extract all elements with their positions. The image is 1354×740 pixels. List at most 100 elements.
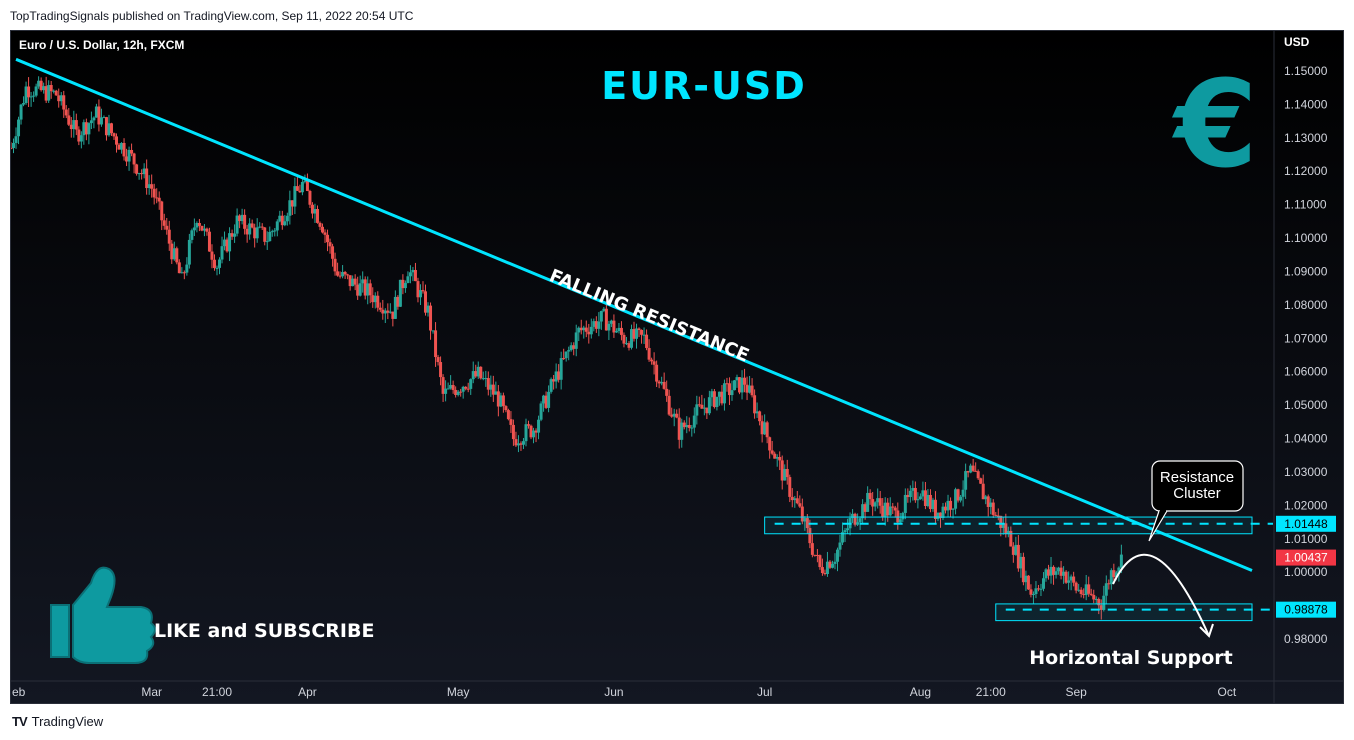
candle-body (383, 310, 387, 314)
candle-body (697, 404, 701, 406)
candle-body (290, 200, 294, 207)
candle-body (1026, 575, 1030, 590)
candle-body (871, 499, 875, 507)
candle-body (1114, 572, 1118, 578)
candle-body (755, 411, 759, 414)
candle-body (499, 395, 503, 407)
candle-body (1001, 523, 1005, 528)
candle-body (388, 311, 392, 313)
candle-body (660, 381, 664, 384)
candle-body (833, 561, 837, 564)
candle-body (125, 156, 129, 162)
candle-body (928, 494, 932, 510)
candle-body (27, 86, 31, 98)
candle-body (117, 144, 121, 150)
candle-body (391, 311, 395, 319)
candle-body (310, 204, 314, 214)
candle-body (413, 269, 417, 282)
candle-body (642, 334, 646, 336)
y-tick-label: 1.06000 (1284, 365, 1328, 379)
candle-body (1079, 589, 1083, 595)
candle-body (378, 307, 382, 310)
candle-body (743, 377, 747, 385)
candle-body (303, 180, 307, 182)
candle-body (1109, 570, 1113, 585)
candle-body (630, 329, 633, 348)
candle-body (921, 490, 925, 497)
candle-body (878, 498, 882, 506)
candle-body (519, 443, 523, 445)
candle-body (715, 396, 719, 408)
candle-body (637, 328, 641, 330)
candle-body (569, 345, 573, 351)
candle-body (343, 271, 347, 275)
candle-body (564, 351, 568, 359)
candle-body (230, 233, 234, 237)
candle-body (999, 515, 1003, 528)
candle-body (326, 234, 330, 243)
candle-body (818, 555, 822, 568)
candle-body (916, 499, 920, 501)
candle-body (690, 427, 694, 429)
candle-body (969, 465, 973, 473)
support-zone-box (995, 603, 1253, 622)
candle-body (886, 502, 890, 516)
candle-body (501, 395, 505, 407)
candle-body (361, 279, 365, 284)
candle-body (984, 496, 988, 500)
candle-body (944, 506, 948, 511)
candle-body (539, 403, 543, 420)
candle-body (898, 519, 902, 523)
candle-body (946, 500, 950, 511)
thumbs-up-icon[interactable] (50, 566, 156, 664)
candle-body (506, 410, 510, 420)
candle-body (883, 502, 887, 517)
candle-body (547, 391, 551, 408)
candle-body (1034, 588, 1038, 595)
candle-body (1047, 569, 1051, 576)
candle-body (511, 424, 515, 440)
chart-frame[interactable]: 1.15000 1.14000 1.13000 1.12000 1.11000 1.100… (10, 30, 1344, 704)
candle-body (313, 209, 317, 214)
candle-body (760, 421, 764, 435)
x-tick-label: May (447, 685, 470, 699)
candle-body (421, 290, 425, 292)
candle-body (873, 502, 877, 507)
candle-body (702, 407, 706, 409)
tradingview-logo[interactable]: TV TradingView (12, 714, 103, 729)
price-tag-label: 0.98878 (1284, 603, 1328, 617)
candle-body (315, 209, 319, 223)
candle-body (238, 215, 242, 222)
euro-icon: € (1171, 56, 1258, 195)
candle-body (416, 281, 420, 298)
candle-body (346, 274, 350, 276)
candle-body (122, 142, 126, 157)
y-tick-label: 1.00000 (1284, 565, 1328, 579)
candle-body (813, 554, 817, 556)
x-tick-label: Sep (1065, 685, 1087, 699)
candle-body (1031, 594, 1035, 596)
candle-body (180, 272, 184, 274)
chart-svg[interactable]: 1.15000 1.14000 1.13000 1.12000 1.11000 1.100… (11, 31, 1344, 704)
candle-body (22, 103, 26, 105)
candle-body (1117, 567, 1121, 573)
candle-body (331, 246, 335, 259)
candle-body (740, 377, 744, 393)
candle-body (542, 395, 546, 404)
candle-body (431, 330, 435, 332)
candle-body (509, 419, 513, 425)
candle-body (408, 272, 412, 277)
candle-body (964, 471, 968, 490)
candle-body (851, 513, 855, 519)
candle-body (245, 228, 249, 235)
y-tick-label: 1.14000 (1284, 97, 1328, 111)
candle-body (127, 149, 131, 162)
y-tick-label: 1.01000 (1284, 532, 1328, 546)
candle-body (451, 385, 455, 390)
candle-body (87, 123, 91, 135)
projection-arrow (1112, 553, 1210, 637)
candle-body (783, 468, 787, 481)
candle-body (115, 136, 119, 145)
candle-body (469, 379, 473, 389)
candle-body (220, 246, 224, 260)
